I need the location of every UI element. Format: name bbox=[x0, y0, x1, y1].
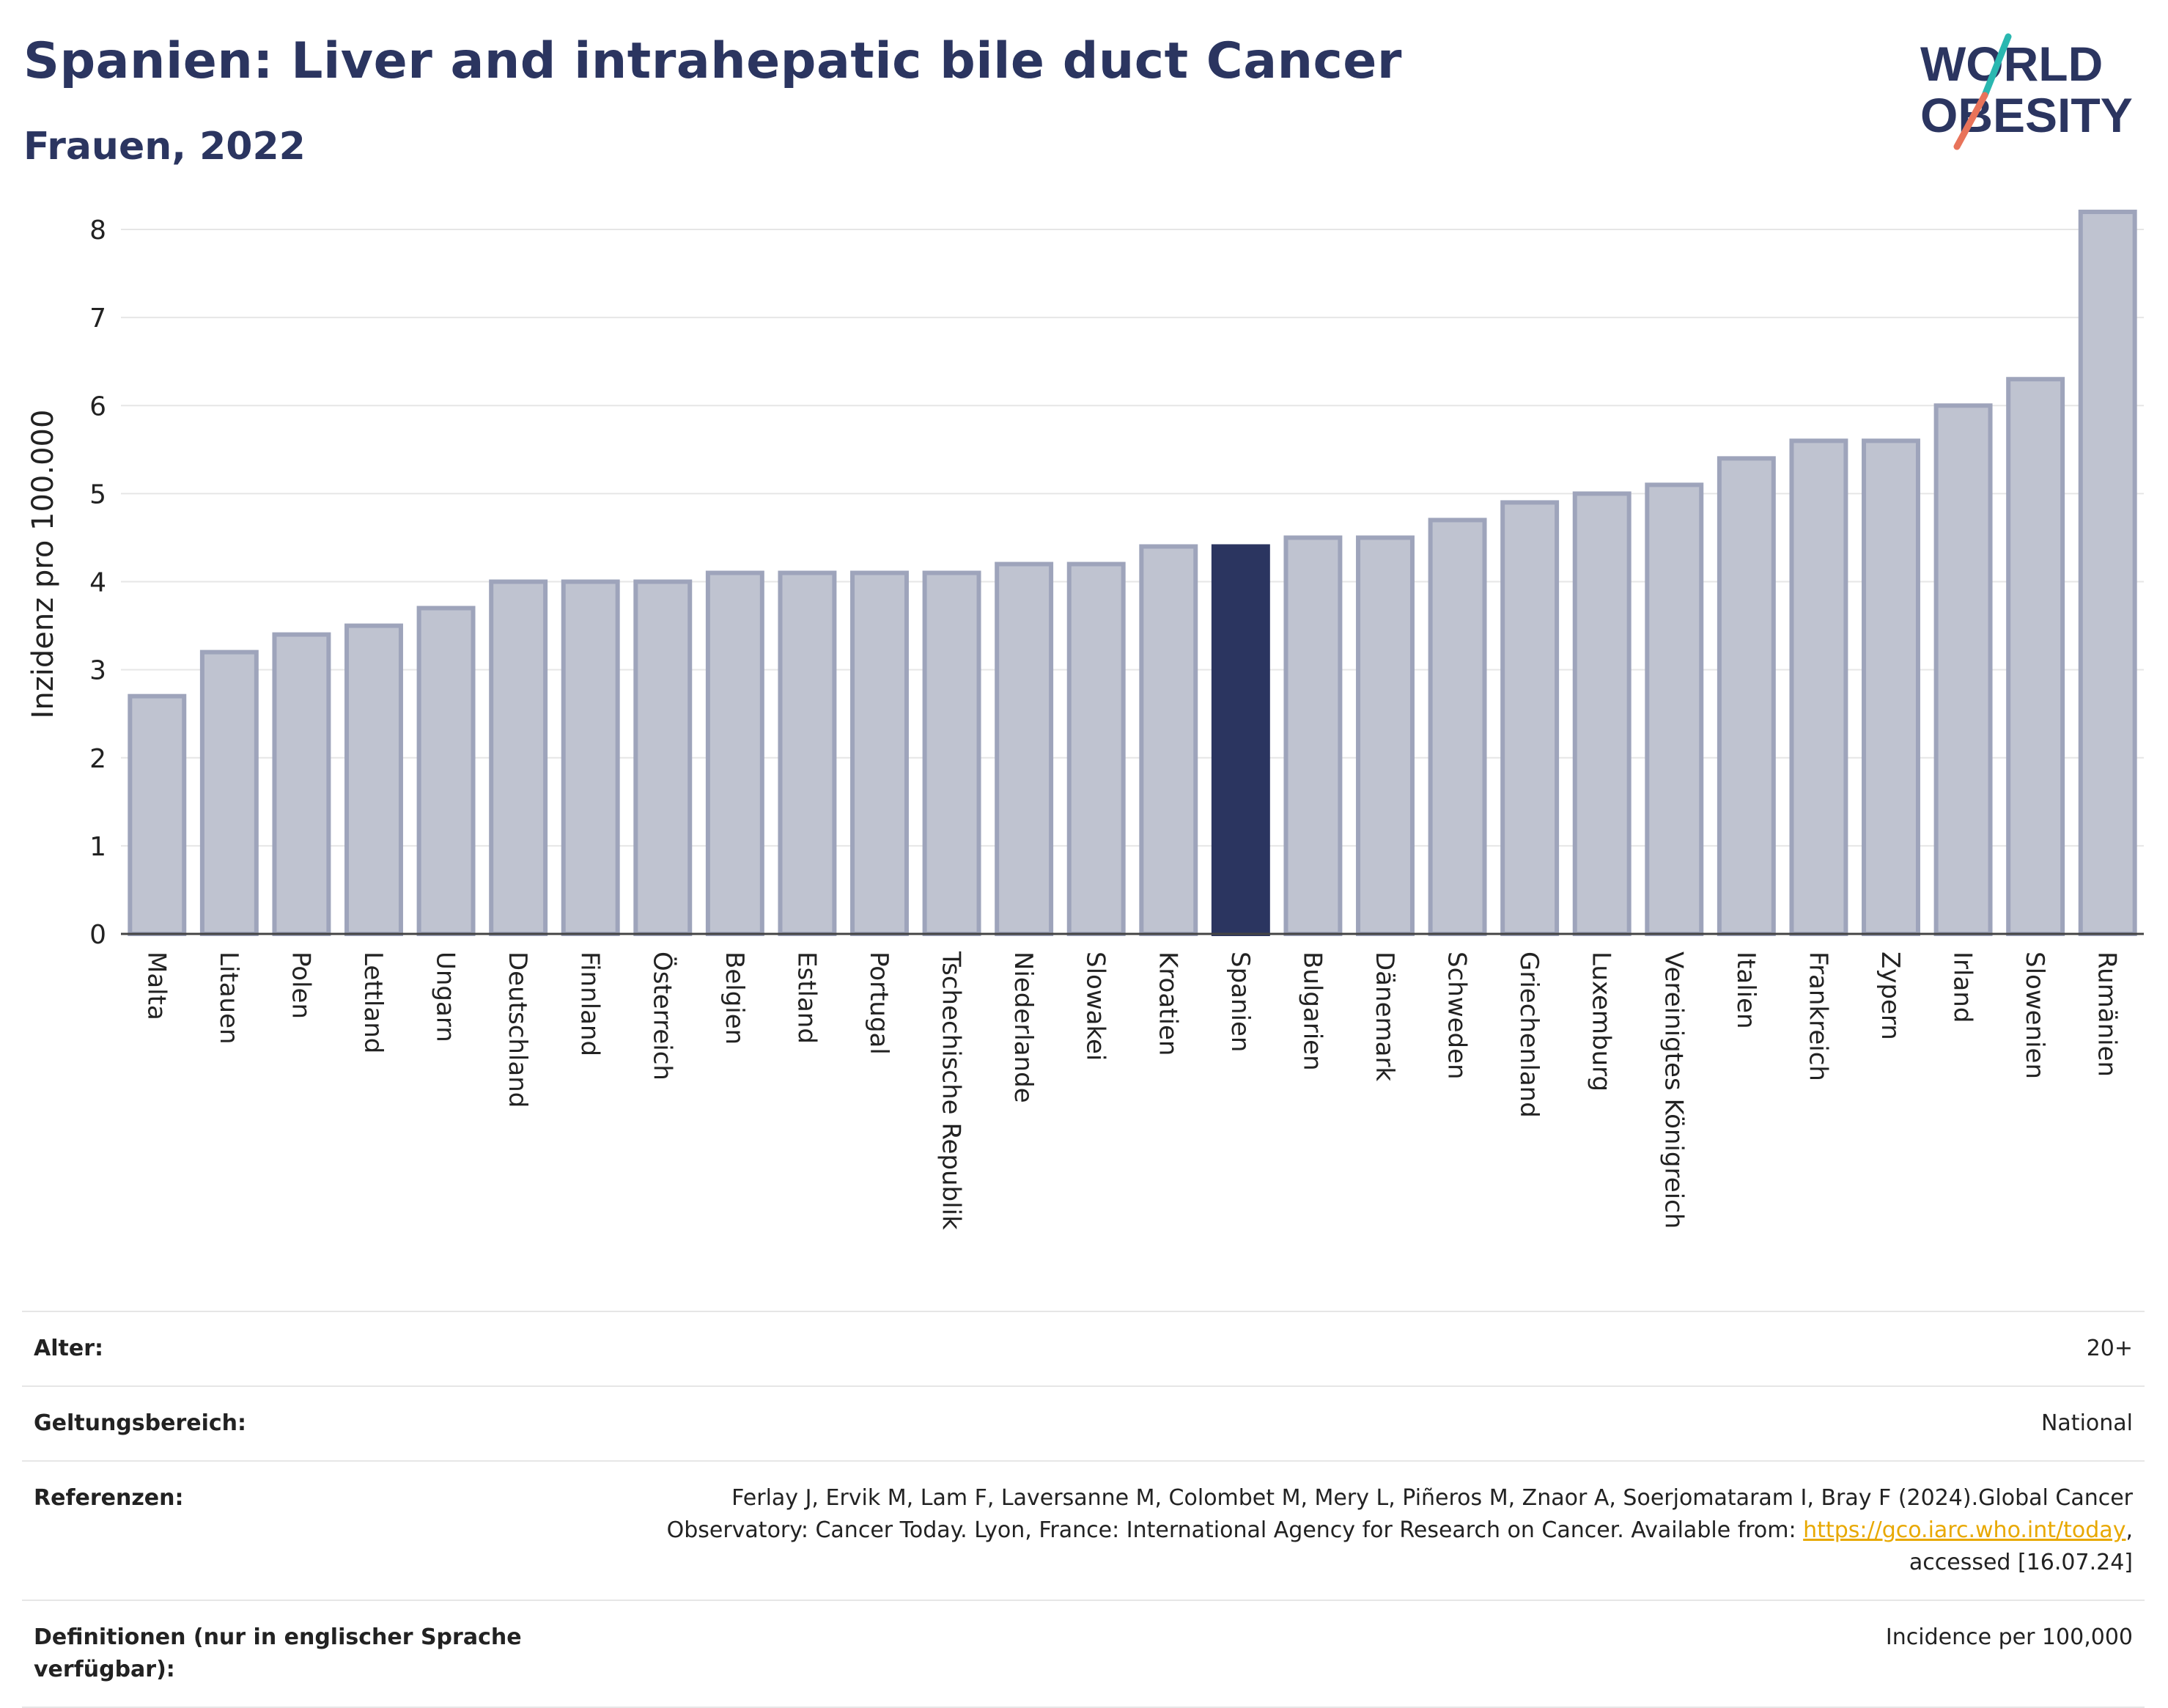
bar bbox=[778, 570, 837, 936]
logo-slash-bottom bbox=[1953, 92, 1988, 150]
references-link[interactable]: https://gco.iarc.who.int/today bbox=[1803, 1517, 2126, 1543]
meta-row-scope: Geltungsbereich: National bbox=[22, 1385, 2145, 1460]
logo-text-obesity: OBESITY bbox=[1920, 88, 2133, 142]
meta-scope-value: National bbox=[2040, 1410, 2133, 1436]
chart-subtitle: Frauen, 2022 bbox=[23, 125, 306, 169]
meta-row-references: Referenzen: Ferlay J, Ervik M, Lam F, La… bbox=[22, 1460, 2145, 1600]
bar bbox=[344, 623, 403, 936]
x-tick-label: Estland bbox=[792, 951, 821, 1044]
bar bbox=[1933, 403, 1993, 936]
x-tick-label: Luxemburg bbox=[1587, 951, 1616, 1092]
bar bbox=[128, 693, 187, 937]
x-tick-label: Italien bbox=[1731, 951, 1760, 1029]
meta-row-age: Alter: 20+ bbox=[22, 1311, 2145, 1385]
x-tick-label: Niederlande bbox=[1009, 951, 1038, 1103]
x-tick-label: Rumänien bbox=[2093, 951, 2122, 1077]
meta-row-definitions: Definitionen (nur in englischer Sprache … bbox=[22, 1600, 2145, 1708]
bar bbox=[561, 579, 620, 936]
x-tick-label: Irland bbox=[1948, 951, 1977, 1023]
bar bbox=[1283, 535, 1343, 936]
x-tick-label: Finnland bbox=[575, 951, 605, 1056]
meta-age-label: Alter: bbox=[34, 1336, 103, 1361]
x-tick-label: Vereinigtes Königreich bbox=[1659, 951, 1688, 1229]
x-tick-label: Malta bbox=[141, 951, 171, 1020]
x-tick-label: Slowakei bbox=[1081, 951, 1110, 1061]
chart-title: Spanien: Liver and intrahepatic bile duc… bbox=[23, 32, 1402, 90]
x-tick-label: Dänemark bbox=[1370, 951, 1399, 1081]
y-tick-label: 3 bbox=[89, 656, 106, 686]
x-tick-label: Bulgarien bbox=[1297, 951, 1327, 1071]
bar bbox=[850, 570, 909, 936]
y-tick-label: 8 bbox=[89, 216, 106, 246]
y-tick-labels: 0 1 2 3 4 5 6 7 8 bbox=[89, 216, 106, 950]
bar bbox=[1572, 491, 1631, 936]
bar bbox=[272, 632, 331, 936]
bar bbox=[1356, 535, 1415, 936]
metadata-table: Alter: 20+ Geltungsbereich: National Ref… bbox=[22, 1311, 2145, 1708]
x-tick-label: Deutschland bbox=[503, 951, 532, 1108]
bar bbox=[1066, 562, 1126, 936]
bar bbox=[1139, 544, 1198, 936]
bar bbox=[1789, 438, 1848, 936]
y-tick-label: 5 bbox=[89, 479, 106, 509]
meta-scope-label: Geltungsbereich: bbox=[34, 1410, 247, 1436]
x-tick-label: Lettland bbox=[358, 951, 388, 1053]
bar bbox=[199, 649, 259, 936]
x-tick-label: Tschechische Republik bbox=[937, 951, 966, 1230]
world-obesity-logo: WORLD OBESITY bbox=[1920, 33, 2133, 150]
y-tick-label: 4 bbox=[89, 568, 106, 598]
x-tick-label: Österreich bbox=[647, 951, 677, 1081]
bar-chart: 0 1 2 3 4 5 6 7 8 Malta Litauen Polen Lettland Ungar… bbox=[26, 210, 2144, 1230]
x-tick-labels: Malta Litauen Polen Lettland Ungarn Deutschla… bbox=[141, 951, 2121, 1230]
bar bbox=[1500, 500, 1560, 936]
bars bbox=[128, 210, 2137, 937]
references-text-3: , bbox=[2125, 1517, 2133, 1543]
bar bbox=[922, 570, 981, 936]
bar bbox=[1717, 456, 1776, 936]
references-text-1: Ferlay J, Ervik M, Lam F, Laversanne M, … bbox=[731, 1485, 2133, 1511]
x-tick-label: Portugal bbox=[864, 951, 893, 1055]
logo-text-world: WORLD bbox=[1920, 37, 2103, 91]
meta-references-value: Ferlay J, Ervik M, Lam F, Laversanne M, … bbox=[594, 1482, 2133, 1579]
x-tick-label: Litauen bbox=[214, 951, 243, 1045]
x-tick-label: Zypern bbox=[1876, 951, 1905, 1040]
bar-highlight bbox=[1211, 544, 1270, 936]
bar bbox=[489, 579, 548, 936]
logo-slash-top bbox=[1981, 33, 2012, 99]
references-text-2: Observatory: Cancer Today. Lyon, France:… bbox=[666, 1517, 1804, 1543]
meta-age-value: 20+ bbox=[2086, 1336, 2133, 1361]
bar bbox=[2078, 210, 2137, 936]
x-tick-label: Frankreich bbox=[1803, 951, 1832, 1081]
y-tick-label: 2 bbox=[89, 744, 106, 774]
x-tick-label: Polen bbox=[286, 951, 315, 1019]
bar bbox=[416, 605, 476, 936]
x-tick-label: Belgien bbox=[720, 951, 749, 1045]
x-tick-label: Kroatien bbox=[1153, 951, 1182, 1056]
meta-references-label: Referenzen: bbox=[34, 1485, 184, 1511]
y-tick-label: 6 bbox=[89, 391, 106, 422]
references-text-4: accessed [16.07.24] bbox=[1909, 1550, 2133, 1575]
bar bbox=[1645, 482, 1704, 936]
y-axis-title: Inzidenz pro 100.000 bbox=[26, 410, 60, 719]
bar bbox=[1428, 518, 1487, 936]
bar bbox=[2006, 377, 2065, 936]
x-tick-label: Schweden bbox=[1442, 951, 1472, 1080]
x-tick-label: Griechenland bbox=[1514, 951, 1544, 1118]
y-tick-label: 0 bbox=[89, 920, 106, 950]
bar bbox=[1862, 438, 1920, 936]
bar bbox=[995, 562, 1054, 936]
x-tick-label: Slowenien bbox=[2020, 951, 2049, 1079]
meta-definitions-label: Definitionen (nur in englischer Sprache … bbox=[34, 1624, 522, 1682]
y-tick-label: 7 bbox=[89, 303, 106, 334]
bar bbox=[705, 570, 764, 936]
y-tick-label: 1 bbox=[89, 832, 106, 862]
x-tick-label: Ungarn bbox=[431, 951, 460, 1042]
bar bbox=[633, 579, 693, 936]
x-tick-label: Spanien bbox=[1225, 951, 1255, 1052]
meta-definitions-value: Incidence per 100,000 bbox=[1885, 1624, 2133, 1650]
